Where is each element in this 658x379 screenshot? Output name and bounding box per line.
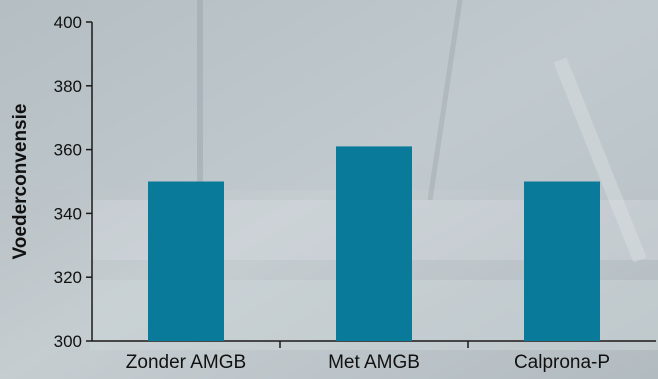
x-tick-label: Met AMGB <box>328 352 420 373</box>
x-tick-label: Calprona-P <box>514 352 610 373</box>
x-tick-label: Zonder AMGB <box>126 352 246 373</box>
bar-zonder-amgb <box>148 181 224 341</box>
y-tick-label: 360 <box>54 141 82 160</box>
y-axis-title: Voederconvensie <box>10 104 31 260</box>
bars <box>148 146 600 341</box>
labels: 300 320 340 360 380 400 Zonder AMGB Met AMGB Cal… <box>10 13 610 373</box>
y-tick-label: 340 <box>54 204 82 223</box>
y-tick-label: 380 <box>54 77 82 96</box>
y-tick-label: 400 <box>54 13 82 32</box>
bar-met-amgb <box>336 146 412 341</box>
y-tick-label: 320 <box>54 268 82 287</box>
bar-calprona-p <box>524 181 600 341</box>
y-tick-label: 300 <box>54 332 82 351</box>
